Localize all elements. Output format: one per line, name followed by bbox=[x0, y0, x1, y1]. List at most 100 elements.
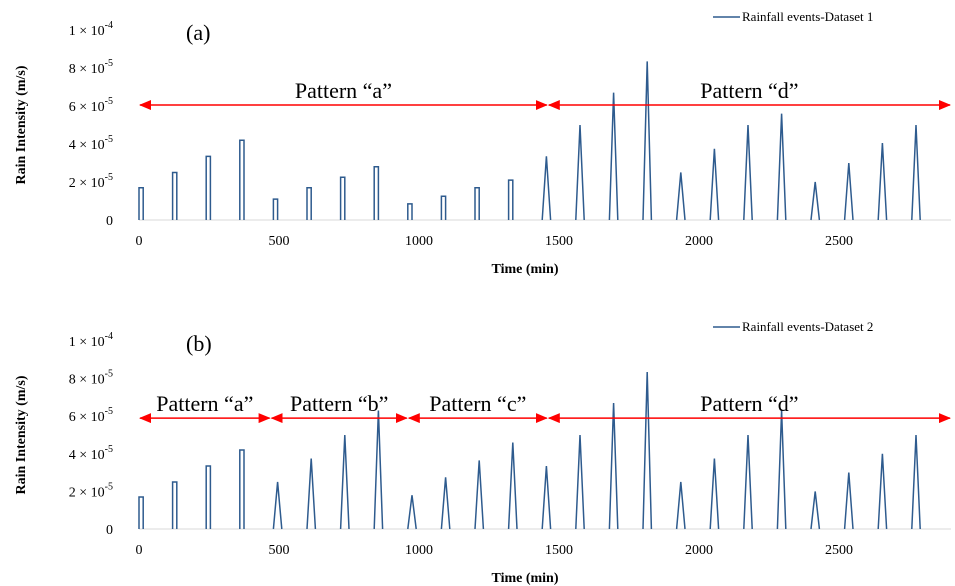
y-tick-mantissa: 1 × 10 bbox=[69, 24, 105, 39]
rain-event-peak bbox=[507, 442, 518, 530]
rain-event-block bbox=[138, 496, 144, 529]
rain-event-peak bbox=[440, 477, 451, 530]
y-tick-label: 2 × 10-5 bbox=[69, 172, 113, 191]
y-tick-exponent: -5 bbox=[105, 369, 113, 380]
rain-event-peak bbox=[675, 172, 686, 221]
rain-event-peak bbox=[272, 481, 283, 530]
y-tick-mantissa: 6 × 10 bbox=[69, 100, 105, 115]
rain-event-peak bbox=[776, 113, 787, 221]
rain-event-peak bbox=[843, 472, 854, 530]
x-tick-label: 2500 bbox=[825, 234, 853, 249]
pattern-annotation: Pattern “d” bbox=[547, 78, 951, 111]
y-tick-label: 8 × 10-5 bbox=[69, 369, 113, 388]
rain-event-peak bbox=[810, 491, 821, 530]
legend: Rainfall events-Dataset 2 bbox=[713, 319, 873, 334]
rain-event-peak bbox=[642, 61, 653, 221]
y-tick-exponent: -5 bbox=[105, 58, 113, 69]
x-tick-label: 500 bbox=[269, 234, 290, 249]
legend-label: Rainfall events-Dataset 1 bbox=[742, 9, 873, 24]
rain-event-block bbox=[507, 179, 514, 220]
series-line bbox=[138, 371, 921, 530]
y-tick-mantissa: 4 × 10 bbox=[69, 448, 105, 463]
y-tick-exponent: -5 bbox=[105, 481, 113, 492]
rain-event-peak bbox=[743, 434, 753, 530]
pattern-label: Pattern “d” bbox=[700, 78, 798, 103]
rain-event-peak bbox=[642, 371, 653, 530]
rain-event-peak bbox=[541, 465, 552, 530]
rain-event-peak bbox=[843, 162, 854, 221]
rain-event-peak bbox=[709, 458, 720, 530]
pattern-label: Pattern “a” bbox=[295, 78, 392, 103]
rain-event-block bbox=[205, 465, 212, 529]
pattern-annotation: Pattern “c” bbox=[407, 391, 548, 424]
pattern-label: Pattern “b” bbox=[290, 391, 388, 416]
series-line bbox=[138, 61, 921, 221]
y-tick-label: 1 × 10-4 bbox=[69, 20, 113, 39]
rain-event-block bbox=[407, 203, 413, 220]
x-tick-label: 1000 bbox=[405, 234, 433, 249]
y-axis-title: Rain Intensity (m/s) bbox=[14, 65, 29, 184]
y-tick-mantissa: 8 × 10 bbox=[69, 62, 105, 77]
rain-event-block bbox=[205, 155, 212, 220]
x-tick-label: 500 bbox=[269, 543, 290, 558]
y-tick-mantissa: 2 × 10 bbox=[69, 176, 105, 191]
y-tick-mantissa: 8 × 10 bbox=[69, 373, 105, 388]
chart-panel-a: 02 × 10-54 × 10-56 × 10-58 × 10-51 × 10-… bbox=[14, 9, 951, 277]
rain-event-block bbox=[440, 195, 447, 220]
y-axis-title: Rain Intensity (m/s) bbox=[14, 375, 29, 494]
rain-event-peak bbox=[407, 495, 417, 530]
rain-event-peak bbox=[743, 124, 753, 221]
rain-event-peak bbox=[575, 124, 585, 221]
rain-event-peak bbox=[810, 181, 821, 221]
rain-event-block bbox=[339, 176, 346, 220]
y-tick-mantissa: 0 bbox=[106, 523, 113, 538]
y-tick-label: 0 bbox=[106, 214, 113, 229]
rain-event-block bbox=[239, 449, 245, 529]
rain-event-peak bbox=[675, 481, 686, 530]
rain-event-peak bbox=[911, 434, 921, 530]
y-tick-exponent: -4 bbox=[105, 331, 113, 342]
rain-event-peak bbox=[339, 434, 350, 530]
x-tick-label: 0 bbox=[136, 234, 143, 249]
rain-event-peak bbox=[877, 143, 888, 221]
x-tick-label: 2500 bbox=[825, 543, 853, 558]
x-tick-label: 0 bbox=[136, 543, 143, 558]
y-tick-mantissa: 4 × 10 bbox=[69, 138, 105, 153]
legend: Rainfall events-Dataset 1 bbox=[713, 9, 873, 24]
y-tick-label: 4 × 10-5 bbox=[69, 134, 113, 153]
chart-panel-b: 02 × 10-54 × 10-56 × 10-58 × 10-51 × 10-… bbox=[14, 319, 951, 586]
y-tick-label: 6 × 10-5 bbox=[69, 406, 113, 425]
rain-event-peak bbox=[474, 460, 485, 530]
x-axis-title: Time (min) bbox=[491, 262, 558, 277]
y-tick-exponent: -5 bbox=[105, 444, 113, 455]
rain-event-peak bbox=[541, 156, 552, 221]
x-tick-label: 2000 bbox=[685, 543, 713, 558]
y-tick-exponent: -4 bbox=[105, 20, 113, 31]
x-tick-label: 2000 bbox=[685, 234, 713, 249]
y-tick-exponent: -5 bbox=[105, 96, 113, 107]
pattern-annotation: Pattern “a” bbox=[139, 78, 548, 111]
pattern-annotation: Pattern “a” bbox=[139, 391, 271, 424]
rain-event-peak bbox=[911, 124, 921, 221]
pattern-annotation: Pattern “b” bbox=[270, 391, 408, 424]
rain-event-block bbox=[272, 198, 279, 220]
y-tick-mantissa: 2 × 10 bbox=[69, 485, 105, 500]
rain-event-peak bbox=[373, 410, 384, 530]
panel-label: (a) bbox=[186, 20, 210, 45]
y-tick-label: 4 × 10-5 bbox=[69, 444, 113, 463]
rain-event-block bbox=[171, 171, 178, 220]
rain-event-peak bbox=[877, 453, 888, 530]
x-axis-title: Time (min) bbox=[491, 571, 558, 586]
panel-label: (b) bbox=[186, 331, 212, 356]
rain-event-peak bbox=[575, 434, 585, 530]
pattern-label: Pattern “a” bbox=[156, 391, 253, 416]
y-tick-label: 0 bbox=[106, 523, 113, 538]
x-tick-label: 1500 bbox=[545, 234, 573, 249]
rain-event-block bbox=[306, 186, 312, 220]
y-tick-exponent: -5 bbox=[105, 172, 113, 183]
rain-event-peak bbox=[776, 410, 787, 530]
pattern-label: Pattern “d” bbox=[700, 391, 798, 416]
y-tick-label: 8 × 10-5 bbox=[69, 58, 113, 77]
rain-event-peak bbox=[608, 92, 619, 221]
